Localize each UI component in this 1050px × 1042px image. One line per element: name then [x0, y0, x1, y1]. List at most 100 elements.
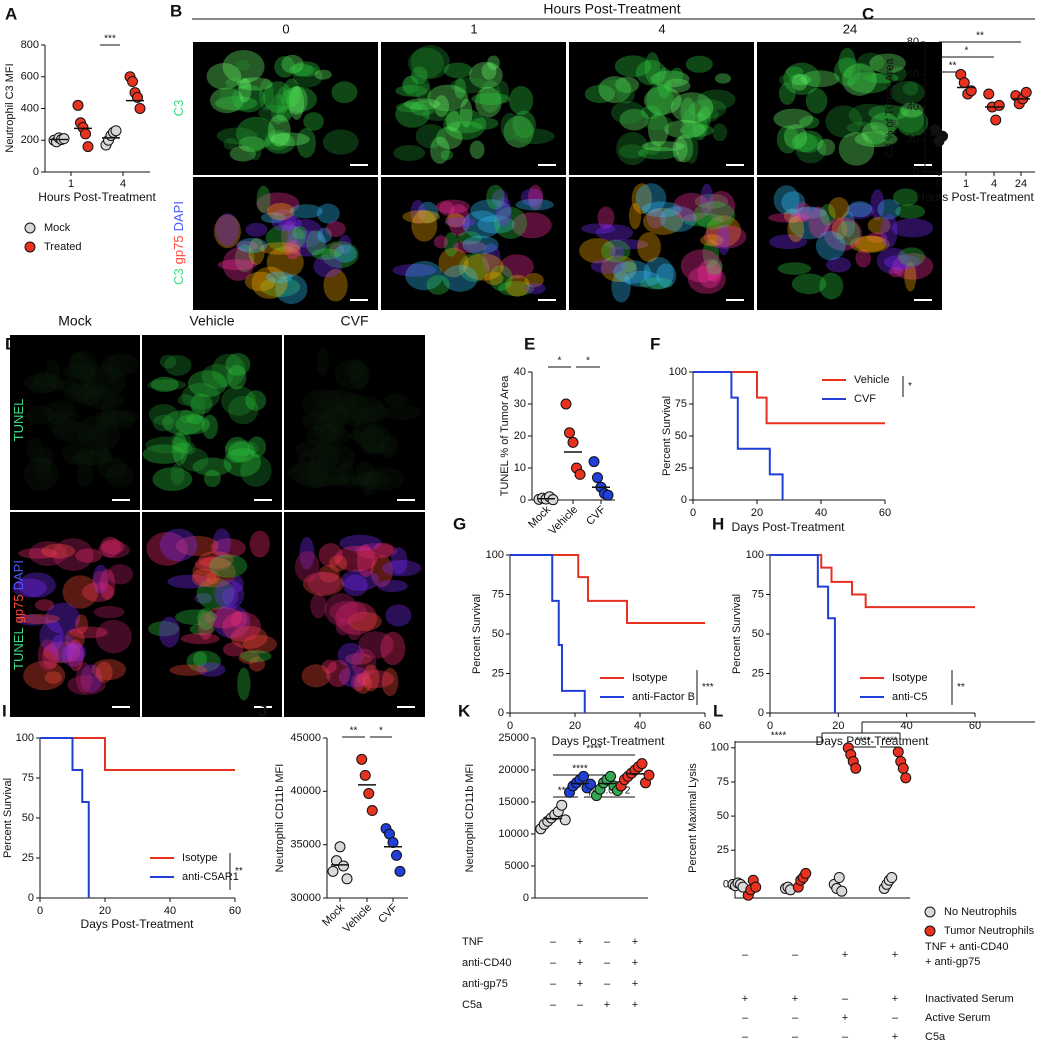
data-point [886, 872, 898, 884]
significance-label: *** [702, 682, 714, 693]
tissue-blob [213, 604, 251, 639]
tissue-blob [656, 263, 677, 288]
tissue-blob [484, 271, 504, 286]
y-axis-label: Neutrophil CD11b MFI [274, 764, 286, 873]
tissue-blob [773, 185, 800, 215]
tissue-blob [348, 430, 372, 442]
channel-name: DAPI [171, 201, 186, 231]
tissue-blob [319, 400, 349, 430]
tissue-blob [693, 201, 736, 230]
y-tick-label: 0 [913, 166, 919, 178]
data-point [937, 130, 948, 142]
tissue-blob [212, 528, 231, 558]
tissue-blob [201, 363, 234, 389]
tissue-blob [175, 535, 219, 557]
table-cell: + [577, 957, 583, 969]
tissue-blob [286, 85, 308, 115]
y-tick-label: 10 [514, 462, 526, 474]
tissue-blob [231, 84, 266, 113]
tissue-blob [799, 116, 820, 129]
tissue-blob [302, 571, 345, 596]
tissue-blob [768, 212, 810, 223]
image-cell [284, 512, 425, 717]
y-tick-label: 20 [514, 430, 526, 442]
tissue-blob [411, 210, 438, 242]
tissue-blob [893, 188, 919, 206]
data-point [359, 769, 371, 781]
x-axis-label: Hours Post-Treatment [38, 190, 156, 204]
significance-label: * [558, 356, 562, 367]
tissue-blob [631, 183, 652, 215]
tissue-blob [353, 416, 378, 449]
data-point [900, 772, 912, 784]
axis-line [692, 372, 885, 501]
table-cell: + [892, 993, 898, 1005]
tissue-blob [18, 548, 58, 559]
tissue-blob [597, 206, 615, 229]
tissue-blob [84, 387, 116, 410]
data-point [134, 103, 146, 114]
tissue-blob [462, 253, 504, 281]
tissue-blob [707, 260, 722, 283]
tissue-blob [26, 437, 43, 463]
tissue-blob [357, 470, 381, 490]
y-tick-label: 0 [28, 892, 34, 904]
tissue-blob [189, 623, 215, 636]
tissue-blob [89, 445, 110, 456]
tissue-blob [275, 274, 308, 305]
legend-label: anti-Factor B [632, 691, 695, 703]
data-point [602, 489, 614, 501]
data-point [560, 398, 572, 410]
table-cell: – [550, 936, 557, 948]
y-axis-label: C3 % of Tumor Area [884, 58, 896, 158]
tissue-blob [111, 395, 125, 408]
data-point [990, 114, 1002, 126]
tissue-blob [173, 442, 193, 454]
tissue-blob [68, 350, 98, 381]
x-tick-label: 60 [879, 507, 891, 519]
significance-label: **** [855, 736, 871, 747]
tissue-blob [321, 241, 359, 269]
tissue-blob [314, 69, 332, 80]
tissue-blob [317, 227, 333, 243]
tissue-blob [482, 243, 501, 273]
tissue-blob [670, 67, 684, 83]
data-point [574, 468, 586, 480]
tissue-blob [642, 207, 684, 235]
tissue-blob [196, 662, 226, 677]
tissue-blob [842, 63, 877, 96]
data-point [605, 770, 616, 782]
tissue-blob [32, 371, 56, 388]
tissue-blob [427, 84, 469, 112]
table-row-label: TNF + anti-CD40 [925, 941, 1008, 953]
y-tick-label: 100 [669, 366, 687, 378]
tissue-blob [335, 618, 352, 636]
table-cell: – [550, 957, 557, 969]
tissue-blob [595, 224, 634, 241]
tissue-blob [346, 358, 363, 380]
data-point [578, 770, 589, 782]
tissue-blob [227, 364, 247, 390]
tissue-blob [271, 209, 296, 232]
tissue-blob [79, 361, 97, 388]
data-point [334, 841, 346, 853]
tissue-blob [67, 675, 106, 695]
tissue-blob [773, 108, 814, 129]
data-point [127, 76, 138, 88]
tissue-blob [417, 201, 439, 224]
y-tick-label: 100 [16, 732, 34, 744]
tissue-blob [230, 625, 268, 649]
y-axis-label: Percent Survival [471, 594, 483, 674]
data-point [366, 805, 378, 817]
tissue-blob [318, 445, 356, 472]
tissue-blob [148, 621, 180, 637]
data-point [850, 762, 862, 774]
tissue-blob [107, 564, 133, 585]
tissue-blob [338, 666, 370, 688]
tissue-blob [863, 72, 899, 84]
tissue-blob [787, 216, 805, 243]
tissue-blob [613, 260, 652, 284]
tissue-blob [181, 382, 221, 410]
tissue-blob [643, 86, 682, 115]
tissue-blob [503, 115, 534, 148]
